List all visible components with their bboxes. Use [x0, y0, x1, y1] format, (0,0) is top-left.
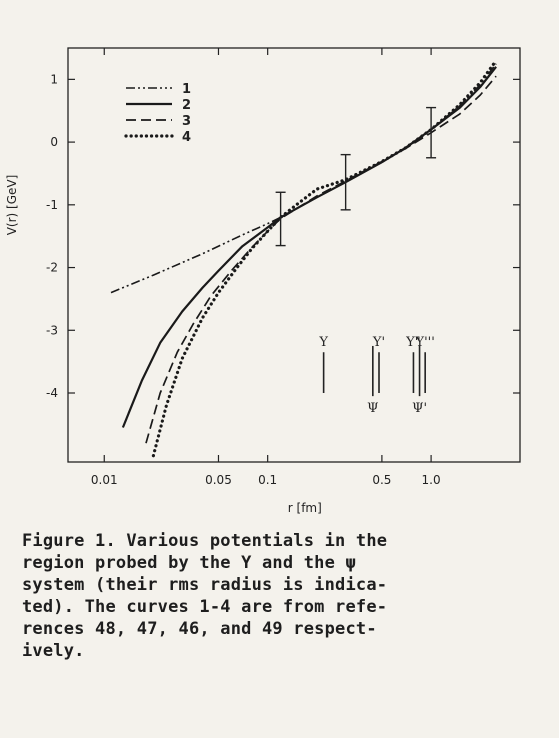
- x-tick-label: 0.01: [91, 473, 118, 487]
- plot-frame: [67, 47, 521, 463]
- y-tick-label: -3: [46, 323, 58, 337]
- errorbar-layer: [275, 106, 437, 247]
- x-tick-label: 1.0: [422, 473, 441, 487]
- x-tick-label: 0.5: [372, 473, 391, 487]
- rms-marker-label: Υ': [372, 335, 385, 350]
- series-line-3: [145, 75, 497, 444]
- legend-label-2: 2: [182, 98, 191, 113]
- y-tick-label: 1: [50, 72, 58, 86]
- rms-marker-label: Ψ: [367, 401, 378, 416]
- rms-marker-label: Υ''': [415, 335, 435, 350]
- x-tick-label: 0.1: [258, 473, 277, 487]
- series-layer: [110, 58, 498, 458]
- figure-caption: Figure 1. Various potentials in the regi…: [22, 531, 388, 661]
- legend-label-3: 3: [182, 114, 191, 129]
- x-tick-label: 0.05: [205, 473, 232, 487]
- y-tick-label: -4: [46, 386, 58, 400]
- plot-border: [67, 47, 521, 463]
- y-tick-label: -1: [46, 198, 58, 212]
- rms-marker-label: Ψ': [412, 401, 427, 416]
- series-line-2: [121, 66, 497, 428]
- series-line-1: [110, 63, 497, 294]
- rms-marker-layer: Υ Υ' Υ"Υ''' Ψ Ψ': [318, 335, 434, 416]
- y-tick-label: 0: [50, 135, 58, 149]
- series-line-4: [151, 58, 498, 458]
- axis-title-layer: r [fm] V(r) [GeV]: [5, 175, 322, 515]
- rms-marker-label: Υ": [405, 335, 421, 350]
- legend-label-4: 4: [182, 130, 191, 145]
- rms-marker-label: Υ: [318, 335, 328, 350]
- tick-layer: 0.01 0.05 0.1 0.5 1.0 1 0 -1 -2 -3 -4: [46, 48, 520, 487]
- x-axis-title: r [fm]: [288, 501, 322, 515]
- y-tick-label: -2: [46, 261, 58, 275]
- legend-label-1: 1: [182, 82, 191, 97]
- y-axis-title: V(r) [GeV]: [5, 175, 19, 236]
